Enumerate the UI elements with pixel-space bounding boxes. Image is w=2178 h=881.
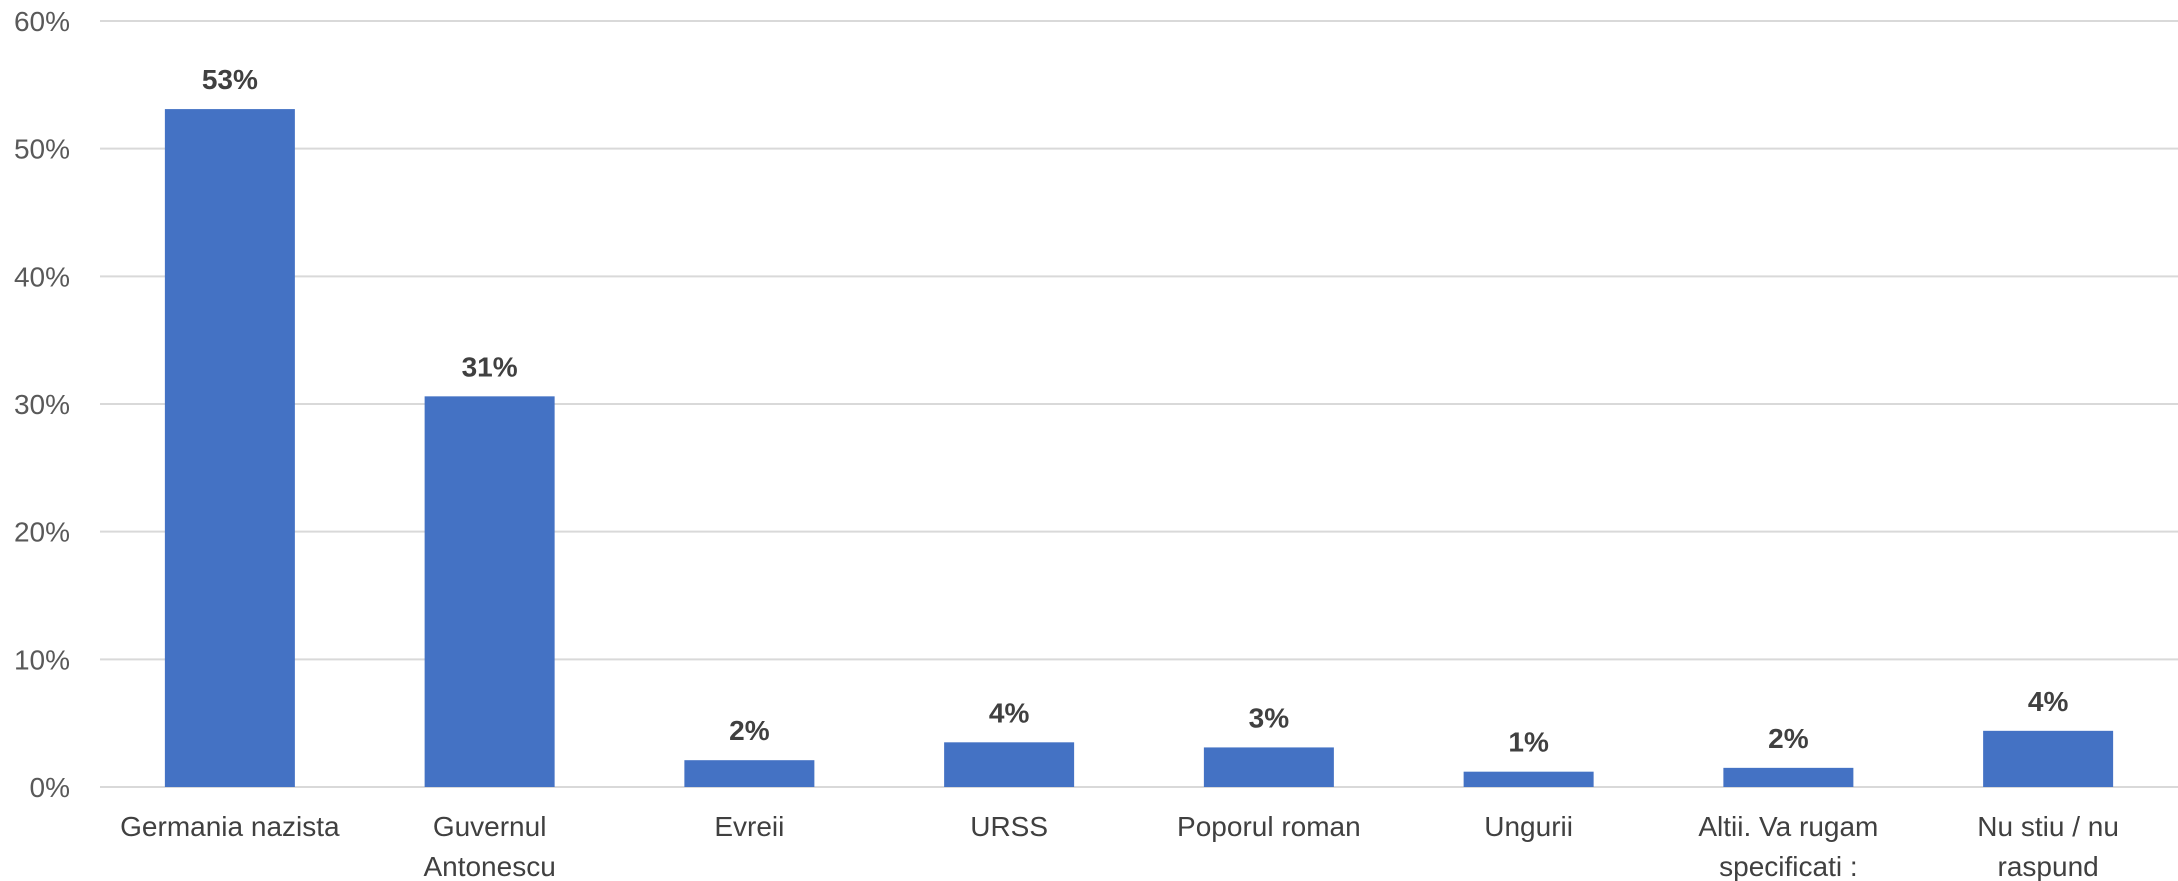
y-tick-label: 40% [14, 261, 70, 292]
x-tick-label-line: URSS [970, 811, 1048, 842]
y-tick-label: 30% [14, 389, 70, 420]
x-tick-label: Poporul roman [1177, 811, 1361, 842]
data-label: 3% [1249, 702, 1290, 733]
bar [1204, 747, 1334, 787]
x-tick-label: Evreii [714, 811, 784, 842]
data-label: 2% [1768, 723, 1809, 754]
gridlines [100, 21, 2178, 787]
x-tick-label: Nu stiu / nu raspund [1977, 811, 2119, 881]
bar [1464, 772, 1594, 787]
x-tick-label: Germania nazista [120, 811, 340, 842]
x-tick-label-line: raspund [1998, 851, 2099, 881]
y-tick-label: 10% [14, 644, 70, 675]
x-tick-label-line: Poporul roman [1177, 811, 1361, 842]
x-tick-label: Ungurii [1484, 811, 1573, 842]
data-label: 4% [989, 697, 1030, 728]
data-label: 1% [1508, 727, 1549, 758]
bar [1723, 768, 1853, 787]
x-tick-label: Altii. Va rugam specificati : [1698, 811, 1878, 881]
x-tick-label-line: Antonescu [423, 851, 555, 881]
data-label: 2% [729, 715, 770, 746]
y-tick-label: 50% [14, 134, 70, 165]
x-tick-label: Guvernul Antonescu [423, 811, 555, 881]
x-tick-label-line: Evreii [714, 811, 784, 842]
y-tick-label: 0% [30, 772, 70, 803]
x-tick-label: URSS [970, 811, 1048, 842]
x-axis-tick-labels: Germania nazista Guvernul Antonescu Evreii U… [120, 811, 2119, 881]
bar [1983, 731, 2113, 787]
x-tick-label-line: specificati : [1719, 851, 1858, 881]
x-tick-label-line: Nu stiu / nu [1977, 811, 2119, 842]
x-tick-label-line: Ungurii [1484, 811, 1573, 842]
bar [165, 109, 295, 787]
bar [684, 760, 814, 787]
x-tick-label-line: Germania nazista [120, 811, 340, 842]
bar [425, 396, 555, 787]
bar [944, 742, 1074, 787]
y-tick-label: 20% [14, 517, 70, 548]
y-tick-label: 60% [14, 6, 70, 37]
x-tick-label-line: Guvernul [433, 811, 547, 842]
data-label: 31% [462, 351, 518, 382]
bars [165, 109, 2113, 787]
x-tick-label-line: Altii. Va rugam [1698, 811, 1878, 842]
data-label: 4% [2028, 686, 2069, 717]
y-axis-tick-labels: 0% 10% 20% 30% 40% 50% 60% [14, 6, 70, 803]
data-label: 53% [202, 64, 258, 95]
